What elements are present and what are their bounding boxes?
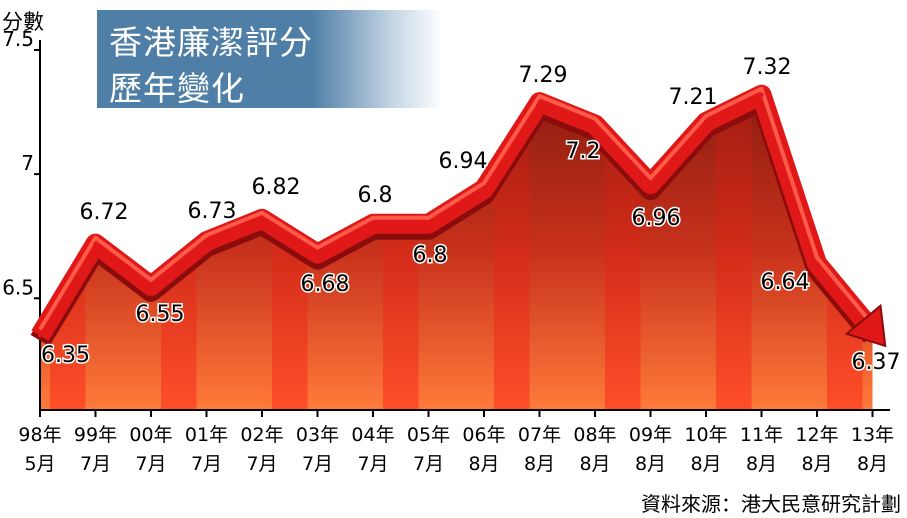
x-tick-label-year: 08年	[573, 424, 616, 446]
x-tick-label-month: 8月	[746, 453, 777, 475]
data-label: 6.8	[358, 183, 393, 208]
x-tick-label-month: 7月	[191, 453, 222, 475]
x-tick-label-month: 8月	[857, 453, 888, 475]
y-tick-label: 7	[21, 151, 34, 175]
area-stripe	[493, 94, 530, 410]
data-label: 7.2	[566, 139, 601, 164]
x-tick-label-year: 01年	[185, 424, 228, 446]
series-line	[31, 84, 881, 341]
x-tick-label-year: 05年	[407, 424, 450, 446]
x-tick-label-month: 7月	[302, 453, 333, 475]
x-tick-label-month: 8月	[635, 453, 666, 475]
data-point	[648, 182, 653, 187]
data-point	[593, 122, 597, 127]
x-tick-label-year: 03年	[296, 424, 339, 446]
data-label: 6.73	[188, 199, 237, 224]
series-line-highlight	[38, 86, 875, 331]
data-point	[38, 333, 42, 338]
x-tick-label-year: 11年	[740, 424, 783, 446]
data-label: 6.68	[301, 272, 350, 297]
title-box: 香港廉潔評分 歷年變化	[97, 10, 443, 108]
x-tick-label-year: 98年	[18, 424, 61, 446]
x-tick-label-month: 8月	[579, 453, 610, 475]
x-tick-label-month: 8月	[468, 453, 499, 475]
data-label: 6.72	[80, 200, 129, 225]
x-tick-label-year: 09年	[629, 424, 672, 446]
data-label: 6.37	[852, 350, 901, 375]
data-label: 7.21	[669, 85, 718, 110]
x-tick-label-year: 07年	[518, 424, 561, 446]
x-tick-label-month: 7月	[135, 453, 166, 475]
data-label: 7.29	[519, 63, 568, 88]
x-tick-label-month: 7月	[80, 453, 111, 475]
x-tick-label-month: 5月	[24, 453, 55, 475]
data-point	[260, 216, 264, 221]
chart-title-line1: 香港廉潔評分	[109, 23, 313, 62]
data-label: 6.94	[439, 149, 488, 174]
data-point	[704, 120, 708, 124]
arrow-head	[844, 303, 887, 348]
data-point	[315, 251, 320, 256]
data-point	[371, 221, 375, 226]
x-tick-label-month: 8月	[690, 453, 721, 475]
y-axis-label: 分數	[2, 10, 44, 34]
data-point	[815, 261, 819, 266]
data-label: 6.8	[413, 243, 448, 268]
area-stripe	[715, 94, 752, 410]
data-label: 6.64	[761, 270, 810, 295]
data-label: 6.96	[632, 206, 681, 231]
x-tick-label-month: 8月	[524, 453, 555, 475]
source-note: 資料來源：港大民意研究計劃	[641, 492, 901, 516]
x-tick-label-year: 00年	[129, 424, 172, 446]
x-tick-label-year: 04年	[351, 424, 394, 446]
data-point	[759, 92, 764, 97]
data-point	[426, 221, 431, 226]
y-tick-label: 6.5	[2, 275, 34, 299]
axis-layer: 6.5 7 7.5 98年 5月 99年 7月 00年 7月 01年 7月 02年 7月 03年 7月 04年…	[2, 27, 894, 475]
data-point	[204, 239, 209, 244]
x-tick-label-year: 02年	[240, 424, 283, 446]
label-layer: 6.35 6.72 6.55 6.73 6.82 6.68 6.8 6.8 6.94 7.29 7.…	[40, 54, 902, 377]
data-point	[93, 241, 98, 246]
x-tick-label-year: 06年	[462, 424, 505, 446]
data-point	[149, 283, 153, 288]
x-tick-label-month: 7月	[246, 453, 277, 475]
x-tick-label-year: 99年	[74, 424, 117, 446]
chart-title-line2: 歷年變化	[109, 69, 245, 108]
data-point	[870, 328, 875, 333]
x-tick-label-month: 7月	[413, 453, 444, 475]
data-point	[537, 100, 542, 105]
data-label: 6.55	[136, 302, 185, 327]
x-tick-label-month: 8月	[801, 453, 832, 475]
data-label: 6.82	[252, 175, 301, 200]
y-tick-label: 7.5	[2, 27, 34, 51]
x-tick-label-year: 10年	[684, 424, 727, 446]
data-label: 6.35	[41, 343, 90, 368]
x-tick-label-year: 12年	[795, 424, 838, 446]
data-point	[482, 187, 486, 192]
line-layer	[30, 84, 887, 348]
x-tick-label-month: 7月	[357, 453, 388, 475]
x-tick-label-year: 13年	[851, 424, 894, 446]
data-label: 7.32	[743, 55, 792, 80]
